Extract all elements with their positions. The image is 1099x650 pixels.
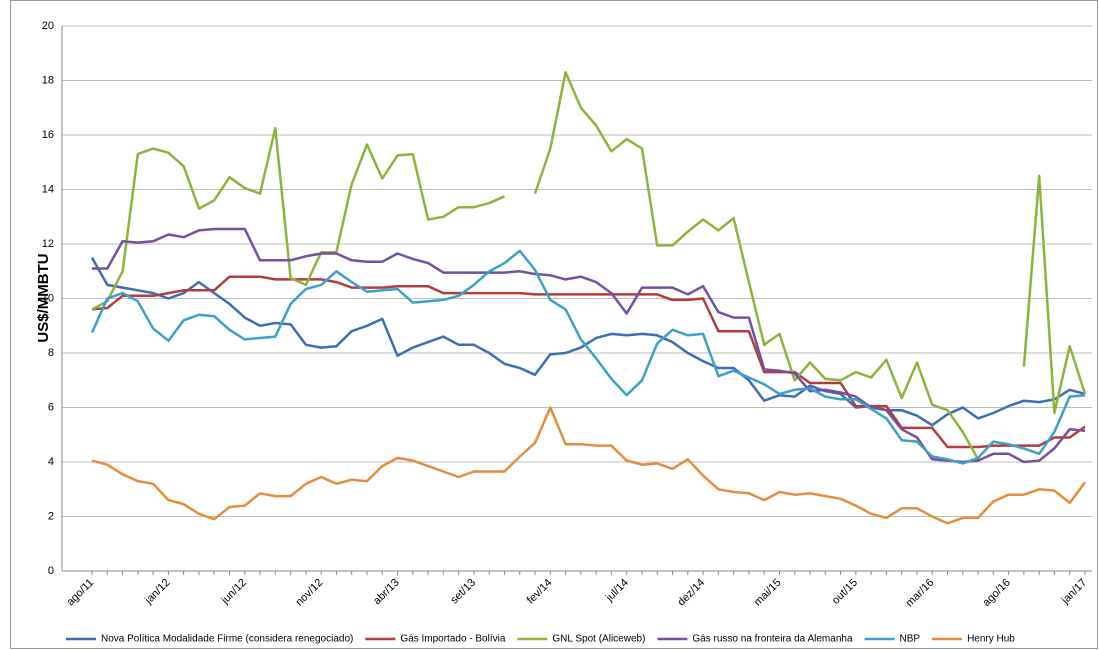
legend-label: Henry Hub <box>967 634 1015 645</box>
legend-label: Nova Política Modalidade Firme (consider… <box>101 634 353 645</box>
x-tick-label: jan/17 <box>1059 577 1089 607</box>
y-tick-label: 18 <box>42 74 54 86</box>
x-tick-label: jan/12 <box>142 577 172 607</box>
legend-label: NBP <box>900 634 921 645</box>
x-tick-label: jun/12 <box>219 577 249 607</box>
legend-label: Gás Importado - Bolívia <box>400 634 505 645</box>
legend-label: Gás russo na fronteira da Alemanha <box>692 634 853 645</box>
x-tick-label: nov/12 <box>293 577 325 609</box>
x-tick-label: set/13 <box>448 577 478 607</box>
x-tick-label: mai/15 <box>752 577 784 609</box>
y-tick-label: 16 <box>42 129 54 141</box>
x-tick-label: abr/13 <box>371 577 402 608</box>
chart-frame <box>10 0 1098 649</box>
y-tick-label: 8 <box>48 347 54 359</box>
y-tick-label: 2 <box>48 510 54 522</box>
y-tick-label: 10 <box>42 292 54 304</box>
y-tick-label: 0 <box>48 565 54 577</box>
y-tick-label: 20 <box>42 20 54 32</box>
series-line <box>90 256 1086 427</box>
x-tick-label: mar/16 <box>904 577 937 610</box>
legend: Nova Política Modalidade Firme (consider… <box>66 634 1015 645</box>
x-tick-label: ago/11 <box>64 577 96 609</box>
series-line <box>91 406 1087 525</box>
y-tick-label: 14 <box>42 183 54 195</box>
x-tick-label: dez/14 <box>675 577 707 609</box>
series-line <box>91 275 1086 449</box>
series-line <box>91 71 1087 460</box>
x-tick-label: ago/16 <box>981 577 1013 609</box>
y-tick-label: 4 <box>48 456 54 468</box>
series-line <box>90 249 1086 465</box>
x-tick-label: jul/14 <box>603 577 631 605</box>
x-tick-label: fev/14 <box>525 577 555 607</box>
legend-label: GNL Spot (Aliceweb) <box>552 634 645 645</box>
y-tick-label: 6 <box>48 401 54 413</box>
series-line <box>92 227 1086 464</box>
y-axis-label: US$/MMBTU <box>35 253 52 342</box>
x-tick-label: out/15 <box>830 577 860 607</box>
y-tick-label: 12 <box>42 238 54 250</box>
